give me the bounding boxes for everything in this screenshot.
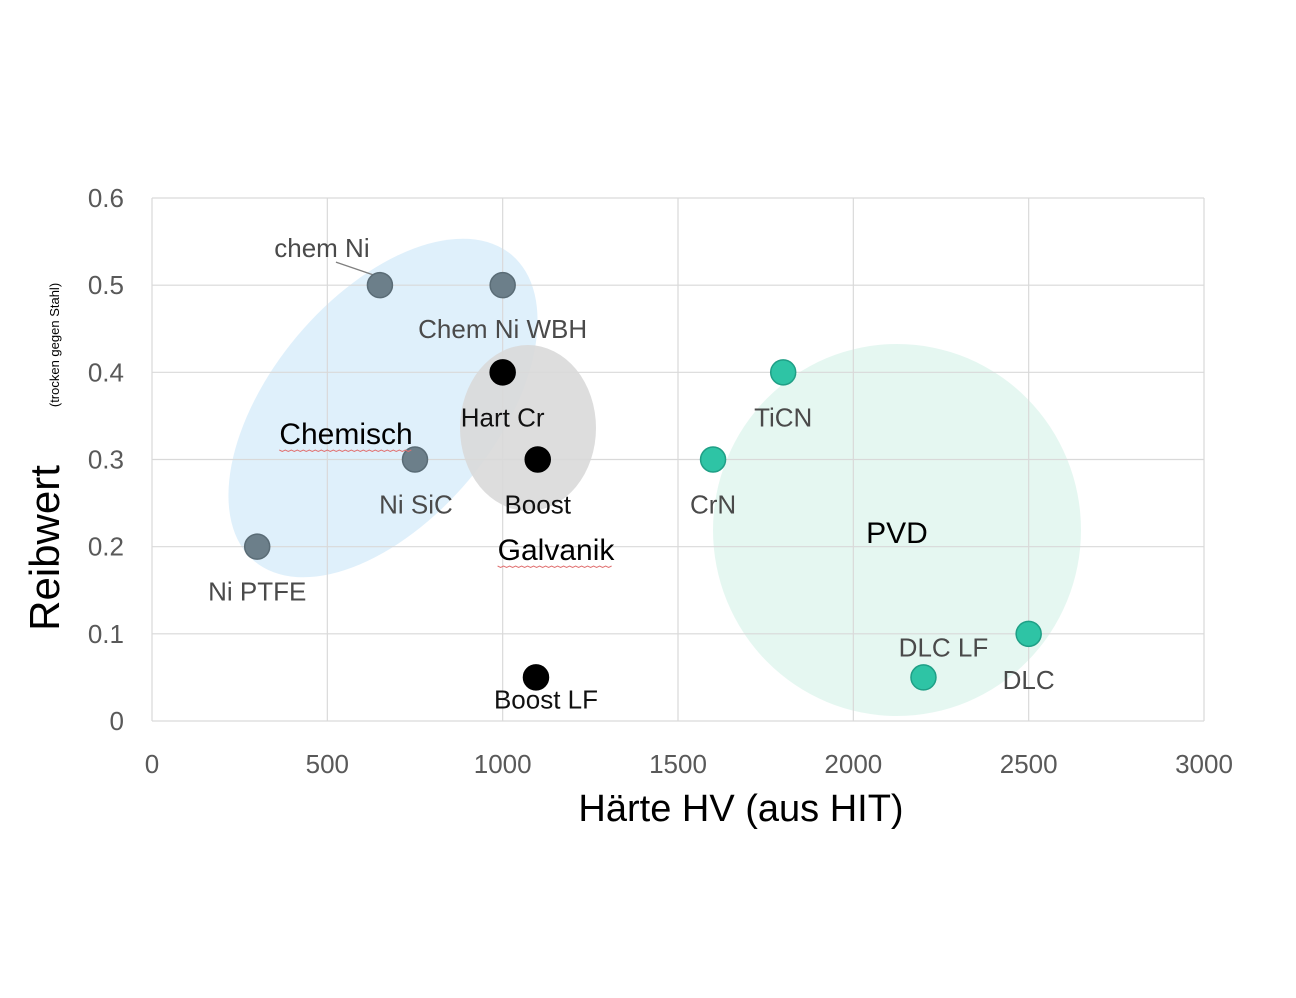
tick-labels: 0 500 1000 1500 2000 2500 3000 0 0.1 0.2 0.3 0.4 0.5… bbox=[88, 183, 1233, 779]
x-tick-label: 2500 bbox=[1000, 749, 1058, 779]
point-label-boost-lf: Boost LF bbox=[494, 684, 598, 714]
point-dlc-lf bbox=[910, 664, 937, 691]
y-tick-label: 0.5 bbox=[88, 270, 124, 300]
group-region-pvd bbox=[713, 344, 1081, 716]
point-hart-cr bbox=[489, 359, 516, 386]
point-label-ni-sic: Ni SiC bbox=[379, 490, 453, 520]
point-ni-ptfe bbox=[243, 533, 271, 560]
spellcheck-underline bbox=[497, 565, 612, 569]
point-label-boost: Boost bbox=[504, 490, 571, 520]
group-region-galvanik bbox=[460, 345, 596, 511]
leader-line-chem-ni bbox=[335, 261, 375, 276]
group-label-pvd: PVD bbox=[866, 517, 928, 550]
point-boost bbox=[524, 446, 551, 473]
x-tick-label: 0 bbox=[145, 749, 159, 779]
point-ni-sic bbox=[401, 446, 429, 473]
grid-lines bbox=[151, 197, 1205, 722]
group-region-chemisch bbox=[228, 238, 538, 578]
point-chem-ni-wbh bbox=[489, 271, 516, 299]
point-label-hart-cr: Hart Cr bbox=[461, 402, 545, 432]
y-tick-label: 0.6 bbox=[88, 183, 124, 213]
group-labels: Chemisch Galvanik PVD bbox=[279, 418, 928, 569]
data-points bbox=[243, 271, 1042, 691]
y-axis-title: Reibwert bbox=[21, 465, 68, 631]
group-regions bbox=[228, 238, 1081, 716]
x-tick-label: 2000 bbox=[824, 749, 882, 779]
y-tick-label: 0.3 bbox=[88, 445, 124, 475]
point-label-ni-ptfe: Ni PTFE bbox=[208, 577, 306, 607]
point-boost-lf bbox=[522, 664, 550, 691]
y-axis-subtitle: (trocken gegen Stahl) bbox=[47, 283, 62, 407]
point-label-chem-ni-wbh: Chem Ni WBH bbox=[418, 314, 587, 344]
group-label-chemisch: Chemisch bbox=[279, 418, 412, 451]
y-tick-label: 0 bbox=[110, 706, 124, 736]
point-label-dlc: DLC bbox=[1003, 665, 1055, 695]
x-tick-label: 3000 bbox=[1175, 749, 1233, 779]
y-tick-label: 0.4 bbox=[88, 357, 124, 387]
spellcheck-underline bbox=[279, 449, 412, 453]
x-tick-label: 1500 bbox=[649, 749, 707, 779]
point-dlc bbox=[1015, 620, 1042, 648]
point-crn bbox=[699, 446, 727, 473]
point-label-chem-ni: chem Ni bbox=[274, 233, 369, 263]
y-tick-label: 0.2 bbox=[88, 532, 124, 562]
x-axis-title: Härte HV (aus HIT) bbox=[578, 788, 903, 830]
point-ticn bbox=[769, 359, 797, 386]
group-label-galvanik: Galvanik bbox=[498, 534, 616, 567]
x-tick-label: 500 bbox=[306, 749, 349, 779]
point-label-ticn: TiCN bbox=[754, 402, 812, 432]
x-tick-label: 1000 bbox=[474, 749, 532, 779]
point-labels: chem Ni Chem Ni WBH Ni SiC Ni PTFE Hart Cr Bo… bbox=[208, 233, 1055, 714]
point-label-dlc-lf: DLC LF bbox=[899, 632, 989, 662]
point-chem-ni bbox=[366, 271, 394, 299]
point-label-crn: CrN bbox=[690, 490, 736, 520]
y-tick-label: 0.1 bbox=[88, 619, 124, 649]
leader-lines bbox=[335, 261, 375, 276]
